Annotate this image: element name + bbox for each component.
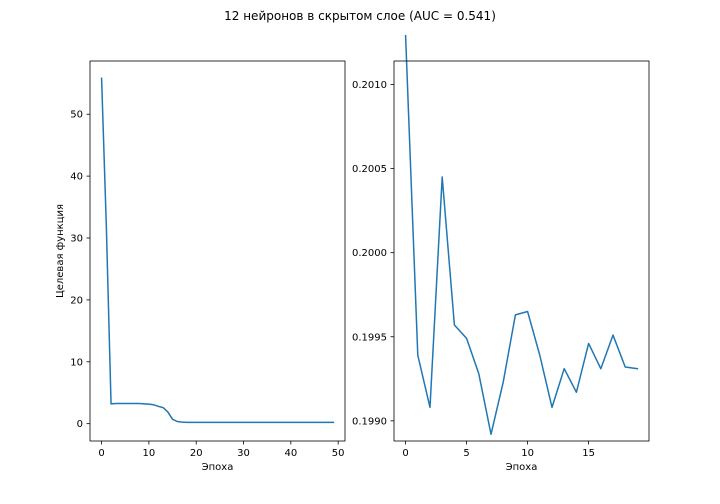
right-chart-axes-frame [393,60,650,442]
left-chart-axes-frame [89,60,346,442]
right-chart-x-tick-label: 10 [521,448,534,459]
right-chart-x-tick-label: 0 [402,448,408,459]
left-chart-x-tick-label: 0 [98,448,104,459]
right-chart: 0 5 10 15 0.1990 0.1995 0.2000 0.2005 0.2010 Эпох… [352,35,650,473]
right-chart-x-tick-label: 5 [463,448,469,459]
left-chart-y-tick-label: 0 [77,419,83,430]
left-chart-y-tick-label: 30 [70,234,83,245]
left-chart-y-tick-label: 40 [70,172,83,183]
left-chart-x-tick-label: 20 [190,448,203,459]
right-chart-x-axis-label: Эпоха [506,462,538,473]
left-chart-series-line [100,77,335,424]
right-chart-y-tick-label: 0.2000 [352,248,387,259]
left-chart-x-tick-label: 40 [284,448,297,459]
left-chart-y-axis-label: Целевая функция [55,204,66,298]
right-chart-y-tick-label: 0.2010 [352,80,387,91]
right-chart-x-tick-label: 15 [582,448,595,459]
figure-suptitle: 12 нейронов в скрытом слое (AUC = 0.541) [224,9,496,23]
left-chart-x-axis-label: Эпоха [202,462,234,473]
right-chart-y-tick-label: 0.1995 [352,332,387,343]
left-chart-x-tick-label: 50 [332,448,345,459]
left-chart-y-tick-label: 50 [70,110,83,121]
left-chart-x-tick-label: 30 [237,448,250,459]
left-chart-y-tick-label: 10 [70,357,83,368]
right-chart-y-tick-label: 0.1990 [352,416,387,427]
left-chart-x-tick-label: 10 [143,448,156,459]
left-chart-y-tick-label: 20 [70,295,83,306]
right-chart-y-tick-label: 0.2005 [352,164,387,175]
right-chart-series-line [404,35,639,436]
left-chart: 0 10 20 30 40 50 0 10 20 30 40 50 Эпоха Целевая функц… [55,60,346,473]
